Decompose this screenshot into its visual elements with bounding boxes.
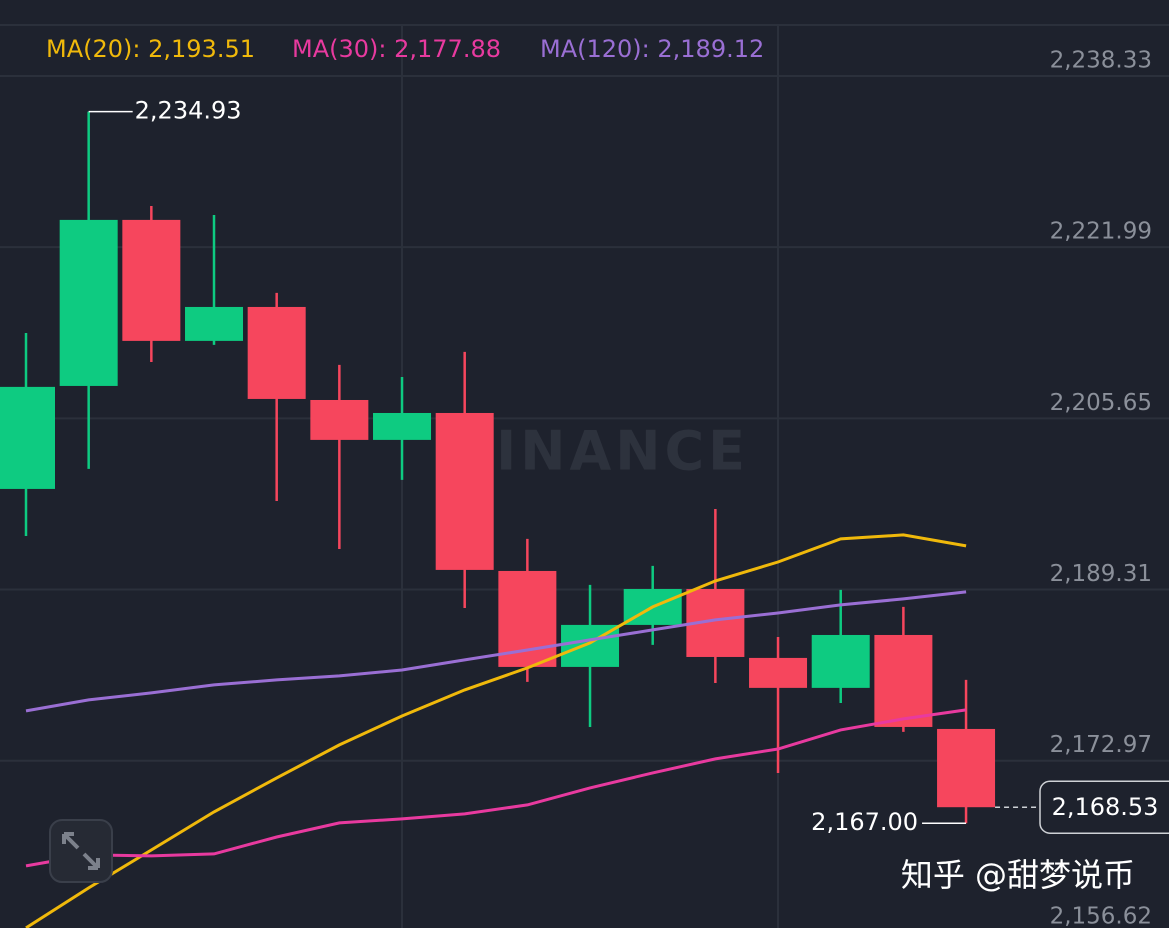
high-label: 2,234.93 [135,97,242,125]
candle-body [811,634,870,688]
y-tick-label: 2,238.33 [1050,47,1152,73]
ma-lines [25,533,967,928]
ma-line [25,590,967,713]
watermark: BINANCE [451,420,749,483]
y-tick-label: 2,156.62 [1050,903,1152,928]
expand-icon [62,832,100,870]
candle-body [749,657,808,688]
candle-body [310,399,369,440]
annotations: 2,234.93 2,167.00 2,168.53 [88,97,1169,836]
y-tick-label: 2,221.99 [1050,219,1152,245]
legend-entry: MA(120): 2,189.12 [540,35,764,63]
last-price-label: 2,168.53 [1052,793,1159,821]
expand-button[interactable] [49,819,113,883]
y-tick-label: 2,205.65 [1050,390,1152,416]
candle-body [435,412,494,570]
candle-body [874,634,933,727]
y-tick-label: 2,172.97 [1050,732,1152,758]
credit: 知乎 @甜梦说币 [901,856,1135,894]
legend: MA(20): 2,193.51 MA(30): 2,177.88 MA(120):… [46,35,764,63]
candle-body [937,728,996,808]
ma-line [25,533,967,928]
ma-line [25,708,967,868]
candle-body [122,219,181,341]
candle-body [185,306,244,341]
candle-body [373,412,432,440]
candle-body [59,219,118,386]
last-price-badge [1039,780,1169,834]
candle-body [247,306,306,399]
legend-entry: MA(30): 2,177.88 [292,35,501,63]
low-label: 2,167.00 [811,808,918,836]
candle-body [0,386,55,489]
y-tick-label: 2,189.31 [1050,561,1152,587]
legend-entry: MA(20): 2,193.51 [46,35,255,63]
